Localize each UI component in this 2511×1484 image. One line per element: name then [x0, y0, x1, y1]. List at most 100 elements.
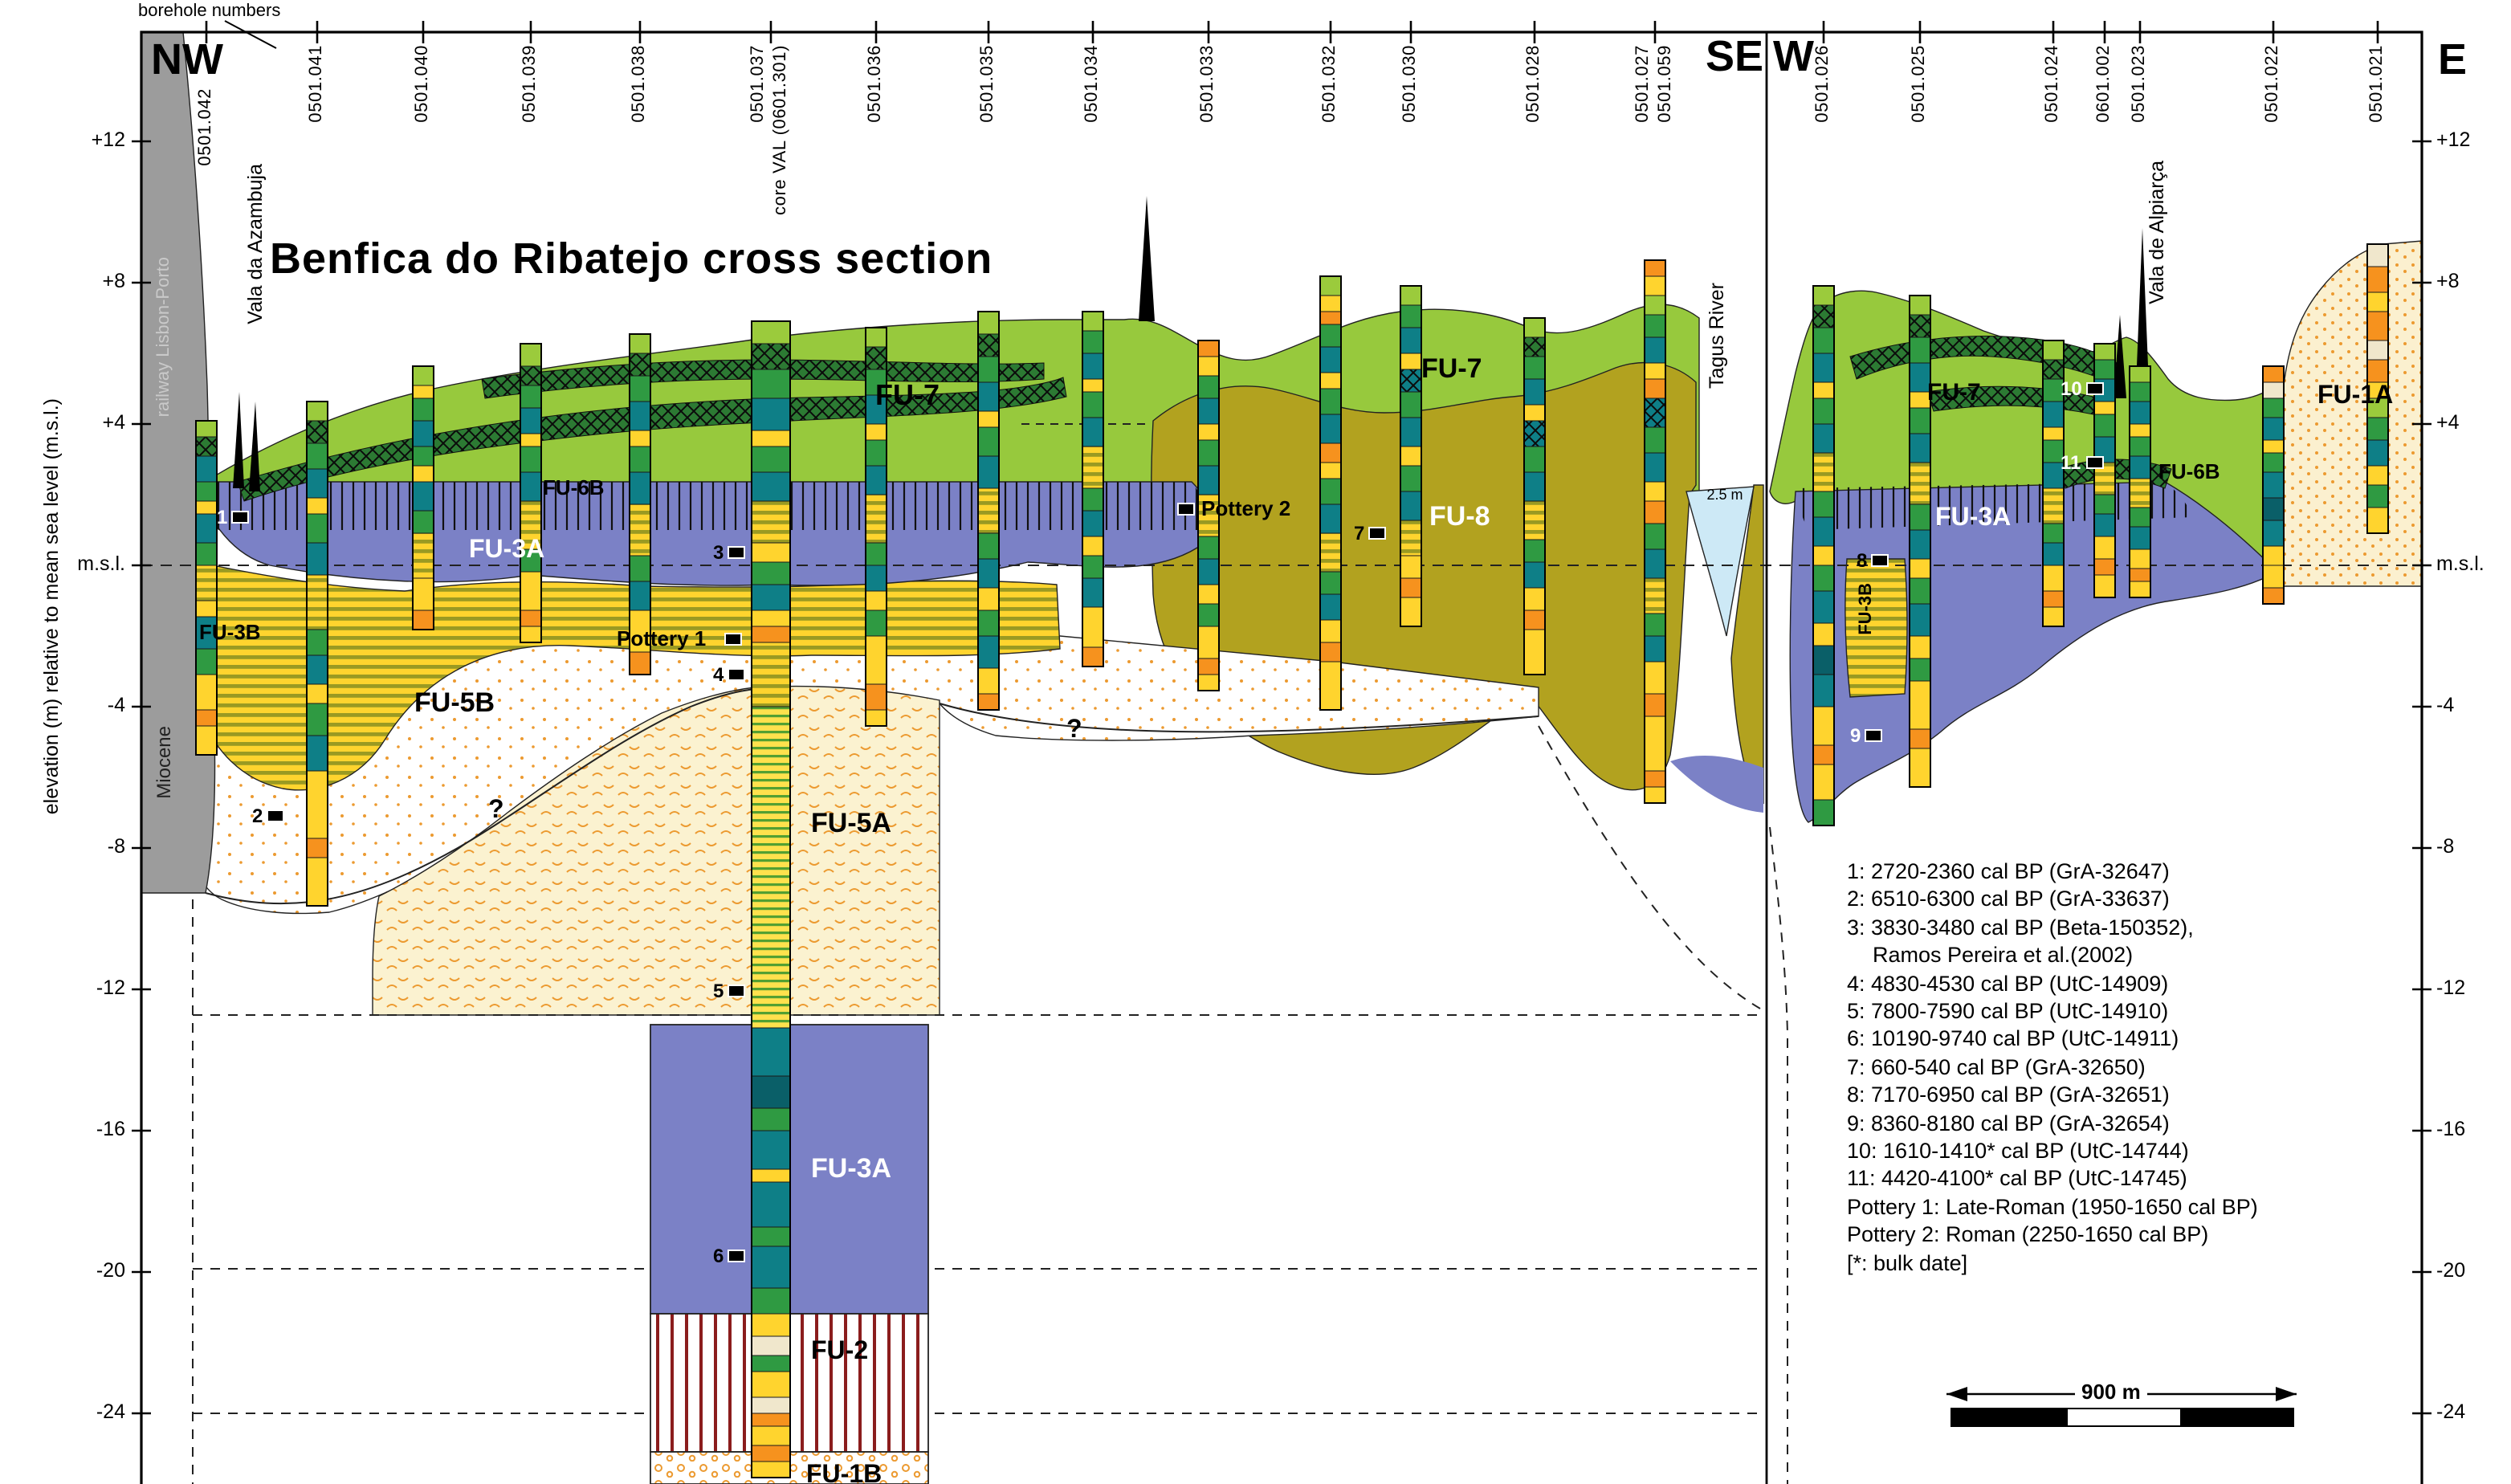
borehole-log — [865, 327, 887, 727]
unit-label-fu-5b: FU-5B — [414, 687, 495, 718]
borehole-segment — [977, 333, 1000, 357]
scale-bar-seg1 — [1951, 1408, 2068, 1427]
borehole-label: core VAL (0601.301) — [771, 45, 790, 215]
elev-label-right: m.s.l. — [2436, 552, 2485, 575]
borehole-segment — [751, 398, 791, 431]
borehole-segment — [977, 311, 1000, 335]
borehole-segment — [1812, 452, 1835, 492]
borehole-segment — [1400, 327, 1422, 354]
borehole-segment — [2262, 439, 2285, 454]
borehole-segment — [1197, 626, 1220, 659]
borehole-log — [412, 365, 434, 630]
borehole-segment — [1319, 593, 1342, 621]
borehole-segment — [1082, 330, 1104, 354]
dashed-east-panel — [1769, 826, 1788, 1484]
unit-label-fu-8: FU-8 — [1429, 501, 1490, 532]
borehole-segment — [2262, 398, 2285, 418]
fu3b-right-column — [1845, 558, 1908, 698]
borehole-segment — [1197, 558, 1220, 585]
borehole-segment — [306, 629, 328, 656]
borehole-segment — [1082, 606, 1104, 648]
borehole-log — [1909, 295, 1931, 788]
pottery-square-1 — [724, 633, 742, 646]
borehole-segment — [2129, 401, 2151, 425]
question-mark: ? — [488, 797, 504, 824]
plot-frame — [140, 31, 2423, 1484]
borehole-segment — [1400, 446, 1422, 467]
borehole-label: 0501.041 — [306, 45, 325, 123]
borehole-segment — [412, 446, 434, 467]
elev-label-right: -12 — [2436, 976, 2466, 999]
borehole-segment — [1812, 423, 1835, 454]
borehole-segment — [520, 385, 542, 409]
borehole-outline — [1812, 285, 1835, 826]
borehole-segment — [865, 709, 887, 727]
borehole-log — [977, 311, 1000, 711]
legend-line: 10: 1610-1410* cal BP (UtC-14744) — [1847, 1139, 2189, 1164]
borehole-segment — [629, 353, 651, 377]
river-depth-label: 2.5 m — [1706, 487, 1743, 503]
fu3a-tongue-under-river — [1670, 756, 1763, 813]
borehole-segment — [306, 838, 328, 858]
borehole-segment — [2262, 365, 2285, 383]
elev-label-left: +4 — [102, 411, 125, 434]
borehole-segment — [1812, 565, 1835, 592]
borehole-outline — [412, 365, 434, 630]
borehole-segment — [1197, 494, 1220, 537]
borehole-segment — [2366, 507, 2389, 534]
borehole-segment — [2262, 497, 2285, 521]
borehole-label: 0501.028 — [1523, 45, 1543, 123]
borehole-segment — [1523, 378, 1546, 406]
borehole-segment — [1319, 295, 1342, 312]
borehole-segment — [1400, 520, 1422, 556]
borehole-segment — [751, 1425, 791, 1446]
feature-label: Vala da Azambuja — [244, 164, 267, 324]
borehole-log — [751, 320, 791, 1478]
borehole-segment — [2129, 507, 2151, 528]
borehole-segment — [1644, 452, 1666, 483]
borehole-segment — [751, 1181, 791, 1228]
borehole-segment — [1400, 597, 1422, 627]
borehole-segment — [1082, 311, 1104, 332]
corner-w: W — [1773, 32, 1814, 80]
borehole-segment — [977, 487, 1000, 534]
borehole-segment — [1812, 645, 1835, 675]
legend-line: Pottery 2: Roman (2250-1650 cal BP) — [1847, 1222, 2209, 1247]
borehole-label: 0501.042 — [195, 88, 214, 166]
borehole-segment — [1909, 462, 1931, 505]
borehole-segment — [1644, 336, 1666, 364]
borehole-label: 0501.026 — [1812, 45, 1832, 123]
borehole-segment — [2129, 423, 2151, 438]
borehole-segment — [1197, 584, 1220, 605]
levee-spike — [2136, 228, 2149, 385]
borehole-segment — [1400, 285, 1422, 306]
borehole-segment — [1319, 442, 1342, 463]
date-marker-square-8 — [1871, 554, 1889, 567]
borehole-segment — [1812, 744, 1835, 765]
elev-label-left: -24 — [96, 1400, 125, 1423]
unit-label-fu-2: FU-2 — [811, 1338, 869, 1365]
borehole-segment — [1523, 561, 1546, 589]
borehole-segment — [306, 735, 328, 772]
fu6-hatch-band-left — [196, 482, 1205, 530]
borehole-segment — [1909, 603, 1931, 637]
borehole-segment — [195, 500, 218, 515]
borehole-segment — [1082, 391, 1104, 418]
date-marker-square-4 — [728, 668, 745, 681]
borehole-segment — [865, 327, 887, 348]
borehole-segment — [629, 375, 651, 402]
borehole-segment — [1909, 295, 1931, 316]
borehole-segment — [1082, 555, 1104, 579]
borehole-segment — [306, 857, 328, 907]
legend-line: 7: 660-540 cal BP (GrA-32650) — [1847, 1054, 2146, 1079]
borehole-segment — [865, 635, 887, 685]
borehole-segment — [751, 1287, 791, 1315]
borehole-segment — [195, 709, 218, 727]
borehole-segment — [412, 510, 434, 534]
legend-line: Pottery 1: Late-Roman (1950-1650 cal BP) — [1847, 1194, 2258, 1219]
borehole-segment — [2093, 462, 2116, 495]
borehole-segment — [195, 616, 218, 650]
borehole-segment — [1644, 275, 1666, 296]
borehole-segment — [520, 610, 542, 627]
borehole-segment — [751, 1355, 791, 1372]
